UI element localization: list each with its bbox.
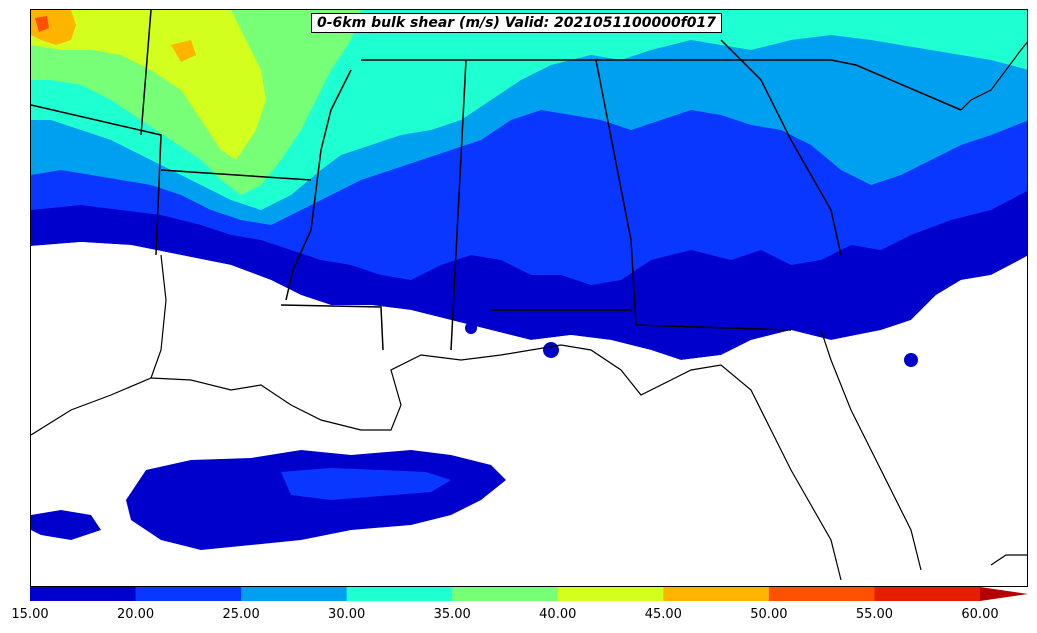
colorbar-tick-label: 25.00 xyxy=(222,607,260,622)
colorbar-swatch xyxy=(30,587,137,601)
state-boundary xyxy=(280,304,384,351)
coastline xyxy=(990,554,1027,566)
colorbar-swatch xyxy=(452,587,559,601)
shear-cell xyxy=(543,342,559,358)
colorbar-tick-label: 45.00 xyxy=(644,607,682,622)
colorbar-swatch xyxy=(135,587,242,601)
shear-band-40-45 xyxy=(31,10,266,160)
colorbar-tick-label: 60.00 xyxy=(961,607,999,622)
shear-cell xyxy=(904,353,918,367)
state-boundary xyxy=(31,104,162,256)
state-boundary xyxy=(595,59,792,331)
colorbar-tick-label: 15.00 xyxy=(11,607,49,622)
colorbar-extend-arrow xyxy=(980,587,1028,601)
coastline xyxy=(960,41,1027,111)
colorbar-tick-label: 55.00 xyxy=(855,607,894,622)
map-title: 0-6km bulk shear (m/s) Valid: 2021051100… xyxy=(311,13,722,33)
state-boundary xyxy=(160,169,312,181)
shear-field xyxy=(31,10,1027,586)
colorbar-tick-label: 35.00 xyxy=(433,607,471,622)
colorbar-swatch xyxy=(663,587,770,601)
coastline xyxy=(820,329,922,571)
shear-cell xyxy=(465,322,477,334)
colorbar-swatch xyxy=(241,587,348,601)
colorbar-tick-label: 30.00 xyxy=(328,607,366,622)
boundaries xyxy=(31,10,1027,581)
state-boundary xyxy=(720,39,842,256)
shear-map xyxy=(31,10,1027,586)
colorbar-swatch xyxy=(768,587,875,601)
colorbar-svg xyxy=(30,587,1028,601)
coastline xyxy=(31,344,842,581)
state-boundary xyxy=(450,59,467,351)
colorbar-tick-label: 50.00 xyxy=(750,607,788,622)
shear-band-50-55 xyxy=(35,16,49,32)
colorbar-tick-label: 40.00 xyxy=(539,607,577,622)
state-boundary xyxy=(285,69,352,301)
shear-band-45-50 xyxy=(31,10,196,62)
state-boundary xyxy=(140,10,152,136)
gulf-shear-core xyxy=(281,468,451,500)
map-panel xyxy=(30,9,1028,587)
colorbar-swatches xyxy=(30,587,981,601)
colorbar-swatch xyxy=(874,587,981,601)
colorbar-tick-label: 20.00 xyxy=(116,607,155,622)
colorbar-swatch xyxy=(557,587,664,601)
coastline xyxy=(150,254,167,379)
colorbar-swatch xyxy=(346,587,453,601)
colorbar xyxy=(30,587,1028,601)
